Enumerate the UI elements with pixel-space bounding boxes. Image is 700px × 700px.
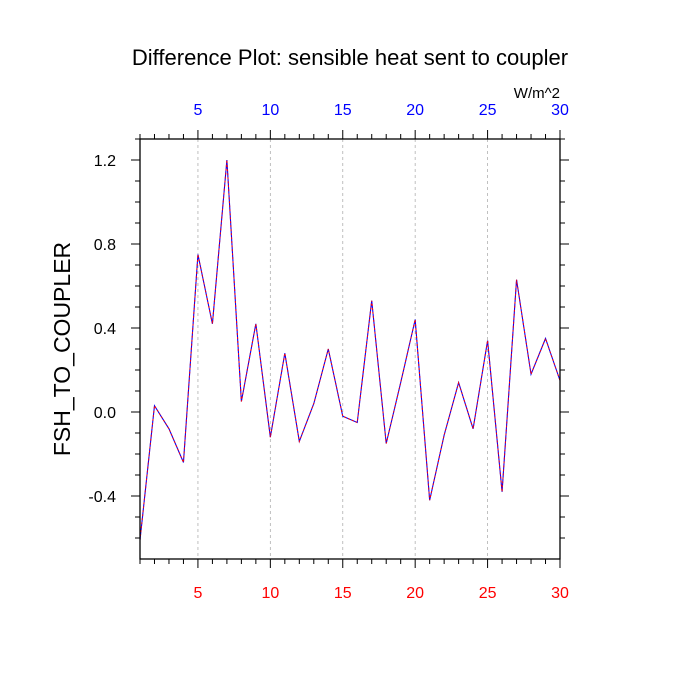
x-tick-label-bottom-30: 30 <box>551 585 569 602</box>
x-tick-label-bottom-20: 20 <box>406 585 424 602</box>
y-tick-label-0.0: 0.0 <box>94 405 116 422</box>
series-group <box>139 159 561 541</box>
x-tick-label-top-5: 5 <box>193 102 202 119</box>
x-tick-label-top-20: 20 <box>406 102 424 119</box>
y-tick-label--0.4: -0.4 <box>88 489 116 506</box>
x-tick-label-bottom-15: 15 <box>334 585 352 602</box>
y-tick-label-1.2: 1.2 <box>94 153 116 170</box>
units-label: W/m^2 <box>514 85 560 102</box>
x-tick-label-top-15: 15 <box>334 102 352 119</box>
x-tick-label-top-30: 30 <box>551 102 569 119</box>
grid <box>197 139 488 559</box>
y-tick-label-0.8: 0.8 <box>94 237 116 254</box>
x-tick-label-bottom-10: 10 <box>261 585 279 602</box>
plot-frame <box>139 138 561 560</box>
x-tick-label-top-25: 25 <box>479 102 497 119</box>
y-tick-label-0.4: 0.4 <box>94 321 116 338</box>
series-dash-0 <box>139 159 561 541</box>
chart-title: Difference Plot: sensible heat sent to c… <box>132 45 568 70</box>
tick-labels: 5 5 10 10 15 15 20 20 25 25 30 30 -0.4 0.0 0.4 0.8 1.2 <box>88 102 569 602</box>
y-axis-title: FSH_TO_COUPLER <box>49 242 75 456</box>
x-tick-label-bottom-5: 5 <box>193 585 202 602</box>
x-tick-label-top-10: 10 <box>261 102 279 119</box>
x-tick-label-bottom-25: 25 <box>479 585 497 602</box>
series-line-0 <box>139 159 561 541</box>
ticks <box>131 130 569 568</box>
